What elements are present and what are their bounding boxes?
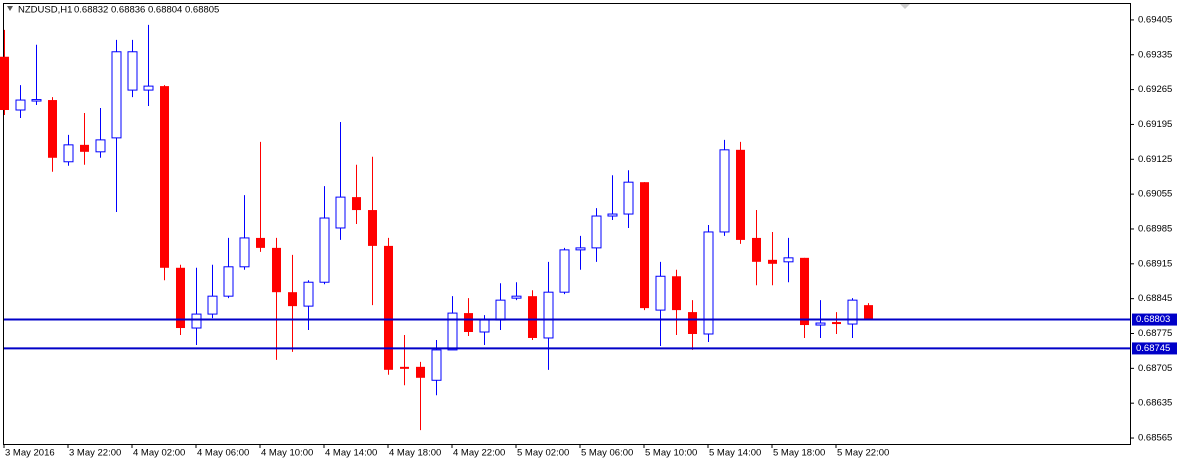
candle-body <box>319 217 330 283</box>
candle-body <box>127 51 138 91</box>
candle-body <box>272 247 281 293</box>
candle-body <box>15 99 26 111</box>
candle-body <box>815 322 826 326</box>
candle-body <box>416 366 425 378</box>
candle-body <box>207 295 218 315</box>
x-tick-label: 5 May 18:00 <box>773 448 825 459</box>
candle-body <box>575 247 586 251</box>
candle-body <box>191 313 202 329</box>
candle-body <box>368 210 377 246</box>
candle-body <box>672 276 681 311</box>
y-tick-label: 0.68775 <box>1138 328 1172 339</box>
candle-body <box>80 144 89 152</box>
x-tick-label: 4 May 10:00 <box>261 448 313 459</box>
candle-body <box>752 237 761 262</box>
chart-title: NZDUSD,H1 <box>18 5 72 16</box>
candle-body <box>543 291 554 339</box>
y-tick-label: 0.68565 <box>1138 433 1172 444</box>
candle-body <box>607 213 618 217</box>
x-tick-label: 4 May 06:00 <box>197 448 249 459</box>
candle-body <box>703 231 714 335</box>
candle-body <box>623 181 634 215</box>
candle-body <box>400 366 409 369</box>
candle-body <box>495 299 506 321</box>
candle-body <box>783 257 794 263</box>
candle-body <box>847 299 858 325</box>
x-tick-label: 5 May 10:00 <box>645 448 697 459</box>
candle-body <box>559 249 570 293</box>
candle-body <box>288 292 297 307</box>
y-tick-label: 0.68845 <box>1138 293 1172 304</box>
x-tick-label: 4 May 14:00 <box>325 448 377 459</box>
candle-body <box>431 349 442 381</box>
hline-label-box <box>1132 313 1177 326</box>
hline-label: 0.68803 <box>1136 314 1170 325</box>
candle-body <box>655 275 666 311</box>
x-tick-label: 4 May 22:00 <box>453 448 505 459</box>
y-tick-label: 0.68915 <box>1138 258 1172 269</box>
candle-body <box>0 56 9 111</box>
candle-body <box>352 197 361 211</box>
x-tick-label: 4 May 02:00 <box>133 448 185 459</box>
candle-body <box>719 149 730 233</box>
x-tick-label: 5 May 22:00 <box>837 448 889 459</box>
candle-body <box>591 215 602 249</box>
x-tick-label: 3 May 22:00 <box>69 448 121 459</box>
hline-label: 0.68745 <box>1136 343 1170 354</box>
candle-body <box>48 100 57 158</box>
x-tick-label: 5 May 14:00 <box>709 448 761 459</box>
hline-label-box <box>1132 342 1177 355</box>
y-tick-label: 0.69195 <box>1138 119 1172 130</box>
ohlc-close: 0.68805 <box>185 5 219 16</box>
candle-body <box>640 182 649 309</box>
y-tick-label: 0.69265 <box>1138 84 1172 95</box>
x-tick-label: 5 May 02:00 <box>517 448 569 459</box>
y-tick-label: 0.69405 <box>1138 14 1172 25</box>
candle-body <box>63 144 74 163</box>
candle-body <box>479 319 490 333</box>
ohlc-high: 0.68836 <box>111 5 145 16</box>
y-tick-label: 0.68705 <box>1138 363 1172 374</box>
chart-icon <box>7 6 13 11</box>
candle-body <box>736 149 745 240</box>
candle-body <box>464 313 473 333</box>
y-tick-label: 0.69055 <box>1138 189 1172 200</box>
candle-body <box>256 237 265 248</box>
candle-body <box>111 51 122 139</box>
candle-body <box>95 139 106 153</box>
candle-body <box>688 312 697 334</box>
candle-body <box>31 99 42 102</box>
candle-body <box>223 266 234 297</box>
y-tick-label: 0.69125 <box>1138 154 1172 165</box>
ohlc-low: 0.68804 <box>148 5 182 16</box>
candle-body <box>160 86 169 268</box>
x-tick-label: 5 May 06:00 <box>581 448 633 459</box>
candle-body <box>768 259 777 264</box>
candle-body <box>239 237 250 268</box>
candle-body <box>511 295 522 299</box>
x-tick-label: 3 May 2016 <box>5 448 55 459</box>
plot-frame <box>3 3 1131 445</box>
candle-body <box>528 296 537 338</box>
candle-body <box>143 85 154 91</box>
candle-body <box>864 305 873 319</box>
shift-marker <box>900 4 910 9</box>
candle-body <box>335 196 346 229</box>
ohlc-open: 0.68832 <box>74 5 108 16</box>
y-tick-label: 0.69335 <box>1138 49 1172 60</box>
candle-body <box>800 257 809 326</box>
y-tick-label: 0.68985 <box>1138 223 1172 234</box>
candle-body <box>832 322 841 325</box>
candle-body <box>384 245 393 370</box>
candle-body <box>303 281 314 307</box>
candle-body <box>176 267 185 329</box>
candle-body <box>447 312 458 351</box>
x-tick-label: 4 May 18:00 <box>389 448 441 459</box>
y-tick-label: 0.68635 <box>1138 398 1172 409</box>
